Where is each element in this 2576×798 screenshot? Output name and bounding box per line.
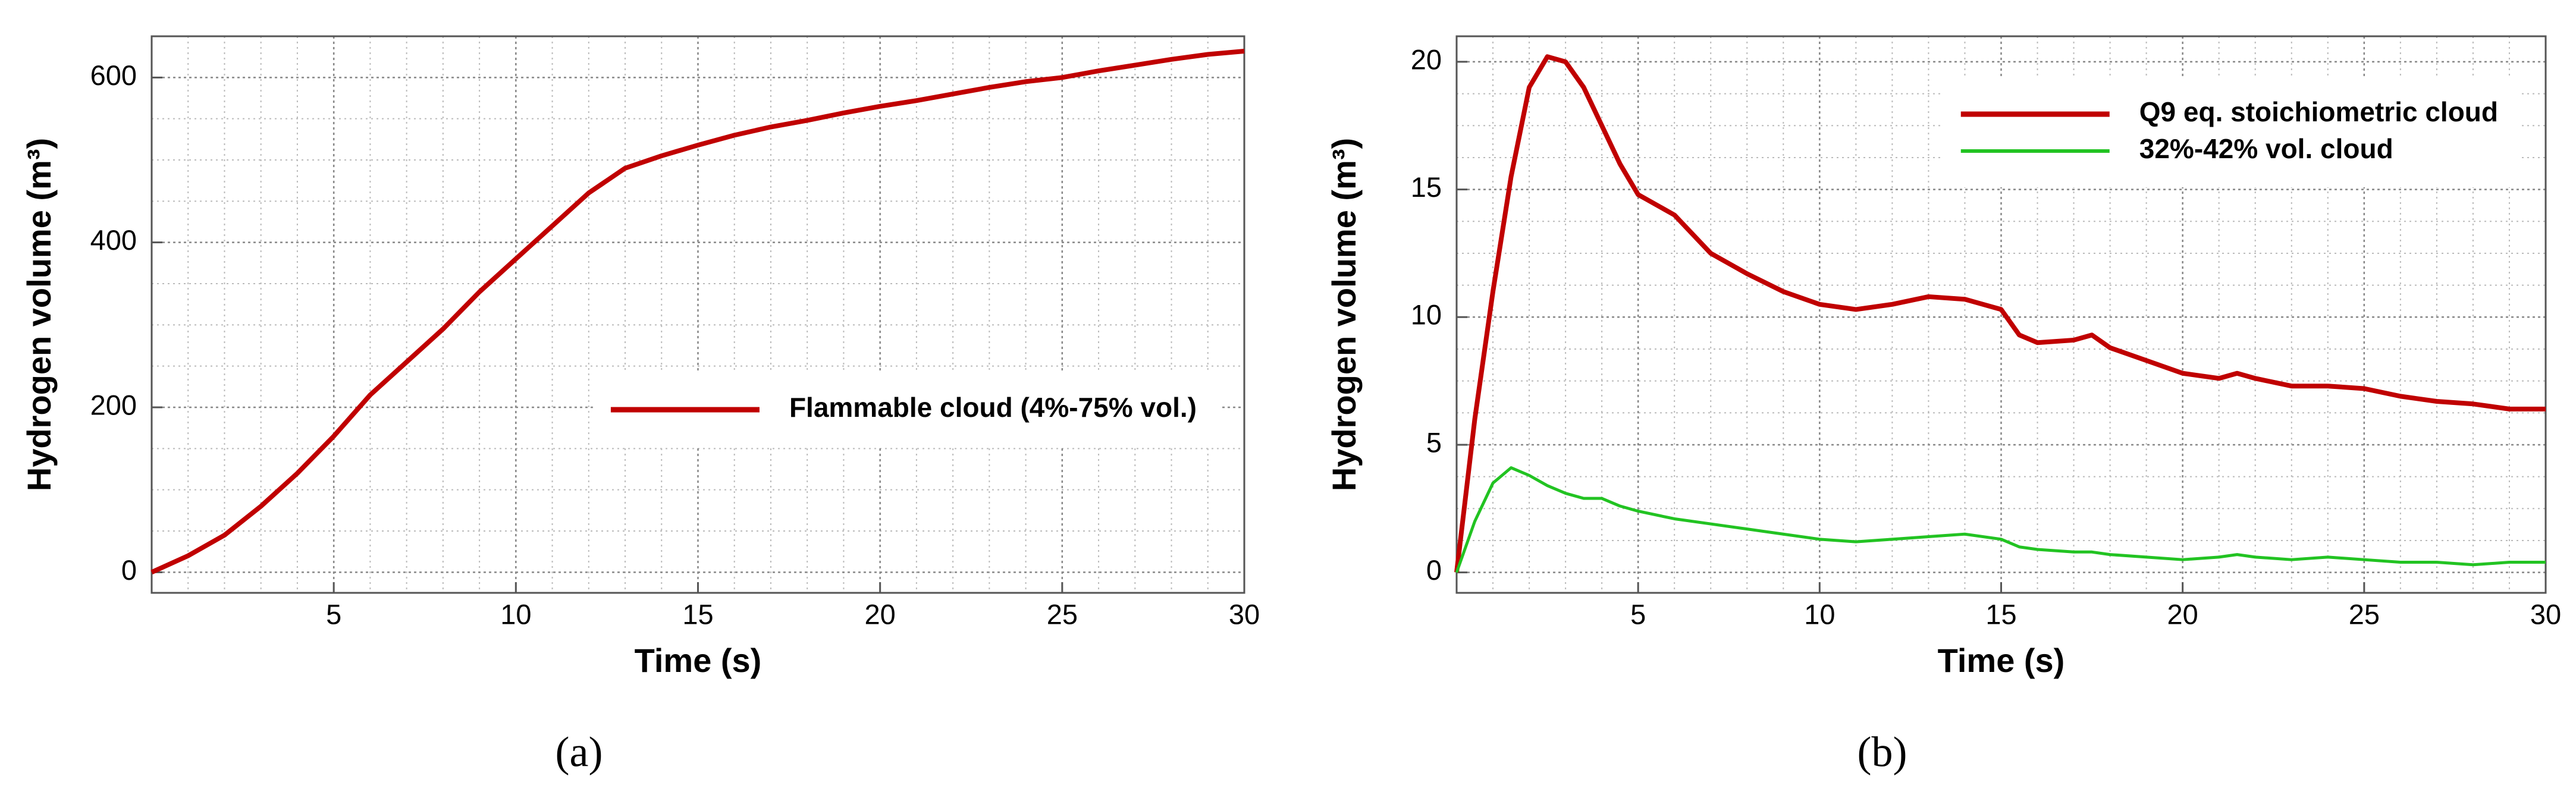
x-axis-label: Time (s) [1938, 642, 2065, 679]
y-tick-label: 20 [1411, 43, 1442, 75]
y-tick-label: 600 [90, 59, 137, 91]
x-tick-label: 20 [2167, 598, 2198, 630]
caption: (b) [1858, 728, 1907, 776]
x-tick-label: 10 [1804, 598, 1835, 630]
legend-label: Flammable cloud (4%-75% vol.) [789, 392, 1197, 423]
x-tick-label: 30 [1229, 598, 1260, 630]
x-tick-label: 20 [865, 598, 896, 630]
y-tick-label: 15 [1411, 171, 1442, 203]
y-axis-label: Hydrogen volume (m³) [20, 138, 58, 491]
x-tick-label: 15 [1985, 598, 2016, 630]
chart: 5 10 15 20 25 30 0 200 400 600 Time (s) Hydrogen vo… [20, 35, 1260, 776]
legend-label: 32%-42% vol. cloud [2139, 133, 2393, 164]
caption: (a) [556, 728, 603, 776]
x-tick-label: 30 [2530, 598, 2561, 630]
series-line [1455, 466, 2546, 573]
x-tick-label: 25 [1047, 598, 1078, 630]
chart: 5 10 15 20 25 30 0 5 10 15 20 Time (s) Hydrogen volu… [1325, 35, 2561, 776]
plot-frame [1455, 35, 2547, 594]
x-tick-label: 5 [326, 598, 341, 630]
x-tick-label: 25 [2349, 598, 2380, 630]
x-tick-label: 15 [682, 598, 713, 630]
legend: Q9 eq. stoichiometric cloud 32%-42% vol. … [1943, 78, 2522, 187]
y-tick-label: 10 [1411, 299, 1442, 331]
y-tick-label: 5 [1426, 426, 1442, 458]
series-line [1454, 54, 2546, 573]
y-tick-label: 400 [90, 224, 137, 256]
series-line [150, 48, 1245, 574]
x-tick-label: 5 [1630, 598, 1646, 630]
legend-box [1943, 78, 2522, 187]
x-axis-label: Time (s) [635, 642, 762, 679]
legend: Flammable cloud (4%-75% vol.) [592, 373, 1220, 446]
y-tick-label: 0 [121, 554, 137, 586]
y-axis-label: Hydrogen volume (m³) [1325, 138, 1363, 491]
x-tick-label: 10 [500, 598, 531, 630]
y-tick-label: 0 [1426, 554, 1442, 586]
y-tick-label: 200 [90, 389, 137, 420]
legend-label: Q9 eq. stoichiometric cloud [2139, 96, 2498, 127]
plot-frame [150, 35, 1245, 594]
